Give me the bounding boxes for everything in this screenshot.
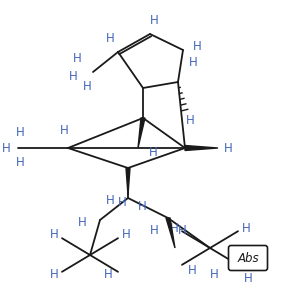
Text: H: H — [106, 193, 114, 207]
Text: H: H — [170, 221, 178, 235]
Text: H: H — [50, 229, 58, 241]
Text: H: H — [78, 215, 86, 229]
Text: H: H — [16, 126, 24, 139]
Text: H: H — [150, 15, 158, 27]
Text: H: H — [177, 224, 186, 237]
Polygon shape — [126, 168, 130, 195]
Text: H: H — [69, 69, 77, 83]
Text: H: H — [150, 224, 158, 237]
Text: H: H — [60, 123, 68, 136]
Text: H: H — [138, 199, 146, 212]
Text: H: H — [2, 142, 10, 154]
Polygon shape — [185, 145, 218, 150]
Text: H: H — [104, 268, 113, 282]
Text: H: H — [122, 229, 130, 241]
FancyBboxPatch shape — [229, 246, 267, 271]
Text: H: H — [148, 147, 157, 159]
Text: H: H — [224, 142, 232, 154]
Text: H: H — [50, 268, 58, 282]
Text: H: H — [193, 40, 201, 52]
Text: H: H — [16, 156, 24, 170]
Text: H: H — [188, 55, 197, 69]
Text: H: H — [106, 32, 114, 46]
Polygon shape — [138, 118, 145, 148]
Text: H: H — [210, 268, 218, 280]
Text: H: H — [83, 80, 91, 94]
Text: H: H — [118, 196, 126, 209]
Text: H: H — [244, 271, 252, 285]
Text: Abs: Abs — [237, 252, 259, 265]
Text: H: H — [188, 263, 196, 277]
Polygon shape — [166, 218, 175, 248]
Text: H: H — [242, 221, 250, 235]
Text: H: H — [186, 114, 194, 126]
Text: H: H — [72, 52, 81, 66]
